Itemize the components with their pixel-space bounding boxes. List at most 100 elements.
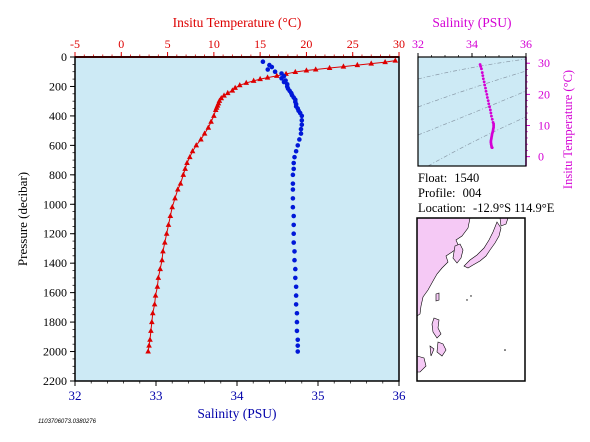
salinity-point — [293, 284, 299, 290]
ts-point — [490, 146, 494, 150]
temperature-tick-label: 0 — [118, 37, 124, 51]
ts-density-contours — [417, 58, 527, 167]
temperature-point — [151, 301, 158, 307]
ts-salinity-tick-label: 36 — [520, 37, 532, 51]
salinity-point — [294, 328, 300, 334]
ts-point — [484, 86, 487, 90]
salinity-point — [279, 76, 284, 81]
ts-point — [486, 99, 490, 102]
temperature-point — [292, 68, 299, 75]
temperature-point — [159, 257, 165, 263]
temperature-point — [303, 67, 310, 73]
salinity-point — [290, 196, 296, 201]
pressure-tick-label: 1000 — [43, 197, 67, 211]
temperature-point — [189, 148, 196, 154]
temperature-point — [340, 63, 347, 69]
salinity-point — [292, 257, 297, 263]
pressure-tick-label: 1200 — [43, 227, 67, 241]
temperature-axis-label: Insitu Temperature (°C) — [173, 15, 302, 30]
ts-salinity-axis-label: Salinity (PSU) — [432, 15, 511, 30]
pressure-axis-label: Pressure (decibar) — [15, 172, 30, 266]
salinity-point — [291, 231, 297, 237]
salinity-point — [295, 349, 301, 354]
temperature-point — [172, 195, 178, 201]
temperature-point — [312, 66, 319, 72]
temperature-point — [211, 112, 217, 118]
temperature-point — [326, 64, 333, 71]
ts-temperature-tick-label: 20 — [538, 87, 550, 101]
temperature-point — [392, 57, 399, 63]
temperature-point — [208, 118, 214, 124]
salinity-point — [295, 337, 301, 343]
temperature-point — [146, 342, 152, 348]
temperature-point — [257, 75, 263, 82]
temperature-point — [145, 348, 151, 354]
temperature-point — [264, 74, 271, 80]
salinity-tick-label: 35 — [312, 388, 325, 403]
ts-point — [483, 83, 487, 87]
ts-point — [481, 74, 485, 78]
ts-point — [487, 102, 491, 106]
pressure-tick-label: 600 — [49, 138, 67, 152]
temperature-point — [154, 283, 161, 289]
temperature-point — [160, 248, 166, 254]
ts-inset-frame — [417, 56, 527, 167]
ts-point — [488, 108, 492, 112]
temperature-point — [186, 153, 193, 160]
ts-temperature-tick-label: 30 — [538, 56, 550, 70]
profile-label: Profile: — [418, 186, 456, 200]
float-info: Float: 1540 — [418, 171, 479, 186]
ts-salinity-axis-top: 32 34 36 — [412, 37, 532, 57]
ts-point — [479, 64, 483, 68]
salinity-point — [293, 148, 299, 154]
island-dot — [504, 349, 506, 351]
salinity-point — [297, 137, 302, 142]
salinity-point — [265, 67, 271, 72]
ts-temperature-axis-label: Insitu Temperature (°C) — [561, 70, 575, 189]
temperature-tick-label: 10 — [208, 37, 220, 51]
float-label: Float: — [418, 171, 448, 185]
temperature-tick-label: 30 — [393, 37, 405, 51]
ts-salinity-tick-label: 34 — [466, 37, 478, 51]
temperature-point — [224, 89, 231, 96]
taiwan-island — [435, 292, 440, 302]
salinity-point — [298, 126, 304, 132]
main-plot-background — [75, 57, 399, 381]
ts-series — [478, 63, 495, 150]
ts-point — [480, 67, 483, 71]
salinity-point — [260, 59, 266, 65]
temperature-point — [180, 171, 187, 177]
pressure-tick-label: 1800 — [43, 315, 67, 329]
map-frame — [416, 217, 526, 382]
pressure-tick-label: 2000 — [43, 345, 67, 359]
salinity-series — [260, 59, 305, 354]
salinity-point — [299, 113, 305, 119]
salinity-point — [299, 122, 305, 128]
temperature-point — [382, 58, 388, 65]
salinity-point — [293, 275, 298, 281]
temperature-point — [193, 142, 200, 148]
temperature-tick-label: 20 — [300, 37, 312, 51]
pressure-tick-label: 400 — [49, 109, 67, 123]
density-contour — [417, 70, 527, 108]
salinity-point — [281, 79, 287, 85]
temperature-point — [368, 60, 375, 66]
temperature-point — [155, 274, 162, 280]
location-info: Location: -12.9°S 114.9°E — [418, 201, 554, 216]
salinity-point — [269, 64, 275, 70]
pressure-tick-label: 200 — [49, 79, 67, 93]
temperature-point — [354, 61, 361, 68]
location-map — [416, 217, 526, 382]
asia-mainland — [416, 217, 471, 317]
ts-inset-background — [418, 57, 526, 166]
temperature-point — [157, 265, 163, 272]
ts-point — [485, 92, 489, 96]
temperature-tick-label: 25 — [347, 37, 359, 51]
float-value: 1540 — [454, 171, 480, 185]
salinity-tick-label: 32 — [69, 388, 82, 403]
ts-point — [490, 117, 494, 121]
ts-point — [480, 71, 484, 74]
temperature-point — [167, 212, 174, 219]
temperature-point — [205, 124, 212, 130]
temperature-point — [243, 79, 250, 85]
